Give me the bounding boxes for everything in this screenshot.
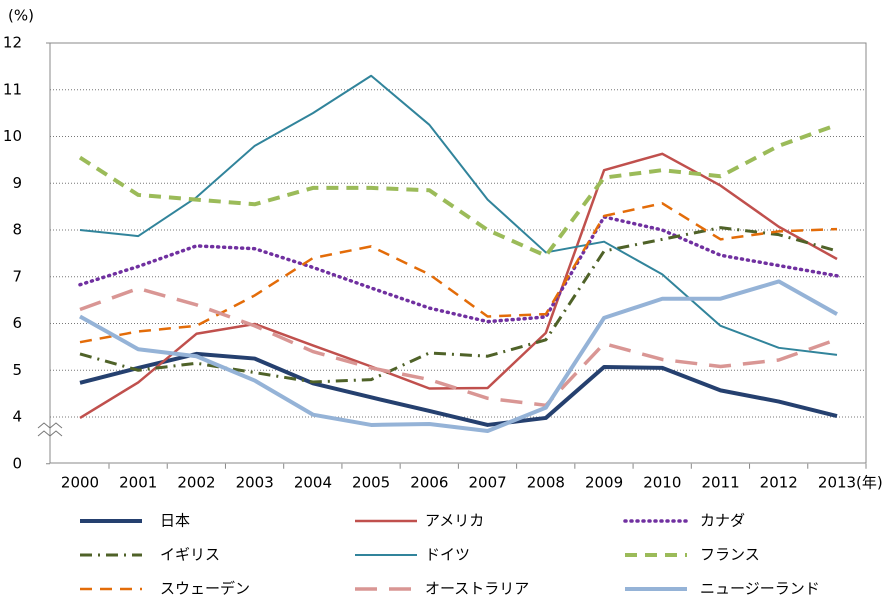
series-line [79,286,838,408]
legend-label: アメリカ [425,512,484,530]
series-line [79,202,838,344]
legend-label: スウェーデン [160,580,250,598]
x-tick-label: 2006 [410,474,448,492]
x-tick-label: 2004 [294,474,332,492]
plot-frame [49,42,867,464]
legend-label: ドイツ [425,546,470,564]
y-tick-label: 9 [12,174,22,192]
x-tick-label: 2011 [701,474,739,492]
x-tick-label: 2001 [119,474,157,492]
legend-label: カナダ [700,512,745,530]
legend-label: 日本 [160,512,190,530]
series-line [79,351,838,427]
y-tick-label: 4 [12,408,22,426]
x-tick-label: 2002 [177,474,215,492]
x-tick-label: 2009 [585,474,623,492]
series-line [79,279,838,434]
series-line [78,215,839,324]
x-tick-label: 2007 [469,474,507,492]
y-tick-label: 11 [3,80,22,98]
x-tick-label: 2013 [818,474,856,492]
legend-label: イギリス [160,546,220,564]
x-axis-label: (年) [856,474,883,492]
y-tick-label: 0 [12,454,22,472]
x-tick-label: 2000 [61,474,99,492]
legend-label: オーストラリア [425,580,529,598]
y-tick-label: 8 [12,221,22,239]
x-tick-label: 2003 [236,474,274,492]
y-tick-label: 12 [3,34,22,52]
x-tick-label: 2008 [527,474,565,492]
series-line [79,74,838,356]
axis-break [37,422,63,437]
y-tick-label: 5 [12,361,22,379]
series-line [79,152,838,420]
x-tick-label: 2010 [643,474,681,492]
y-tick-label: 6 [12,314,22,332]
y-axis-label: (%) [8,7,34,25]
y-tick-label: 10 [3,127,22,145]
series-line [78,122,838,258]
y-tick-label: 7 [12,267,22,285]
legend-label: フランス [700,546,760,564]
x-tick-label: 2012 [760,474,798,492]
legend-label: ニュージーランド [700,580,820,598]
x-tick-label: 2005 [352,474,390,492]
